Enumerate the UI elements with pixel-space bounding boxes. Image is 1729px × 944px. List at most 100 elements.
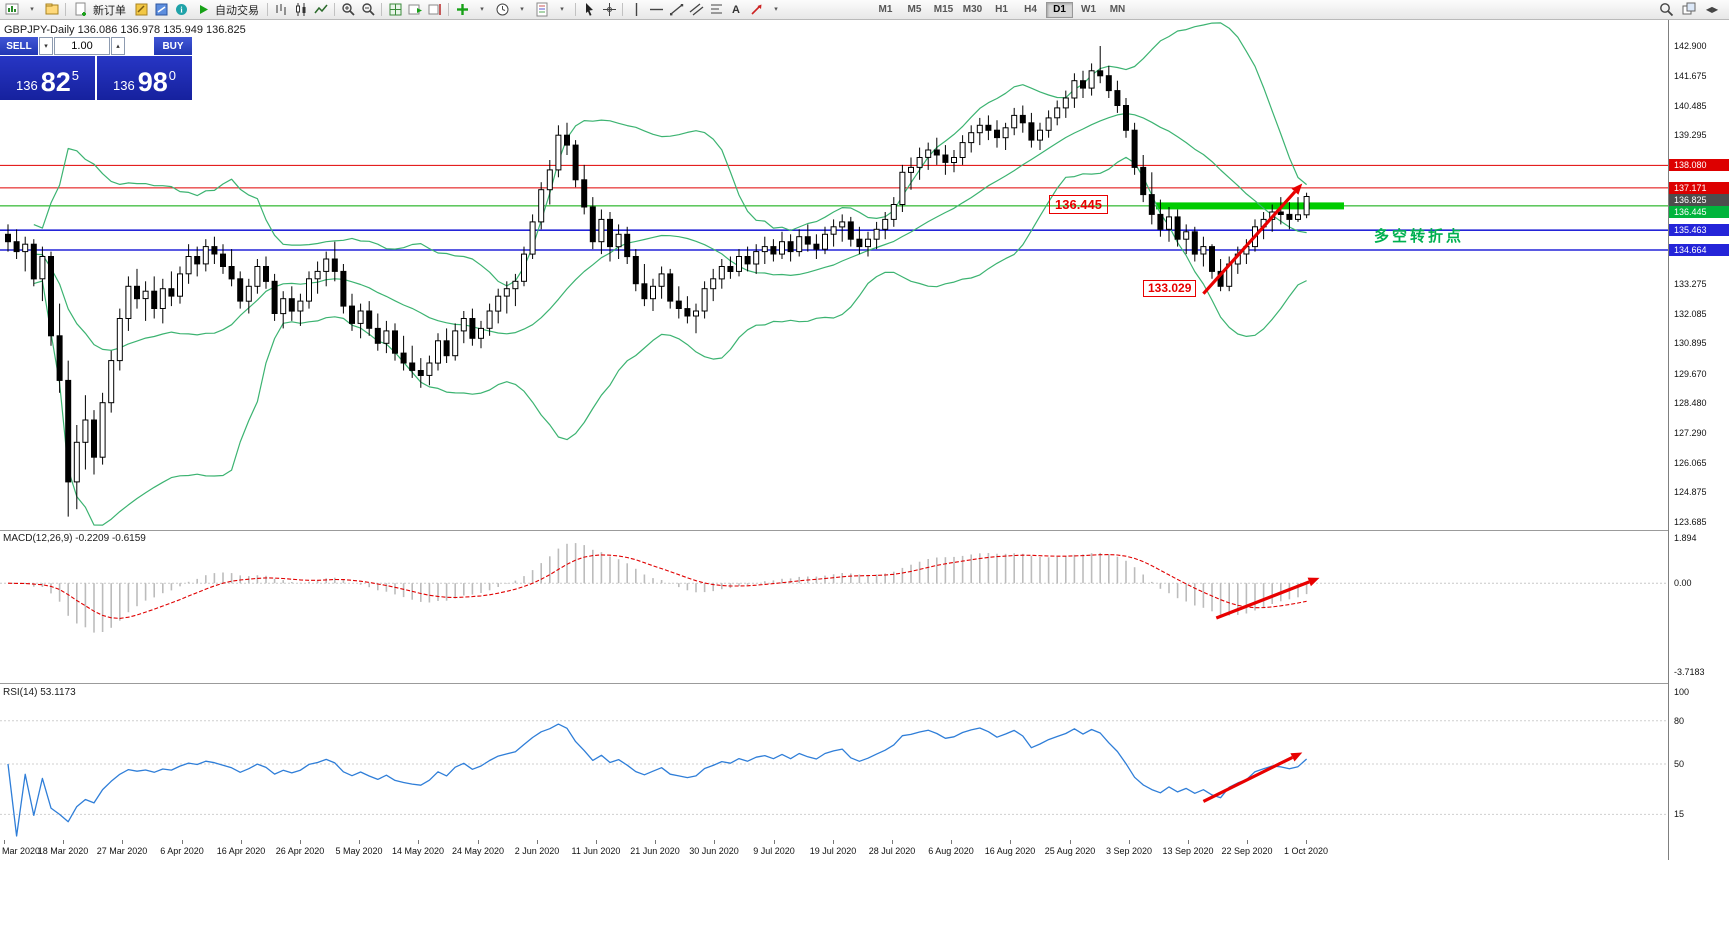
date-tick	[4, 840, 5, 844]
toolbar-separator	[381, 3, 382, 16]
volume-input[interactable]	[54, 37, 110, 55]
buy-button[interactable]: BUY	[154, 37, 192, 55]
metaeditor-icon[interactable]	[131, 1, 151, 19]
market-watch-icon[interactable]	[151, 1, 171, 19]
swing-low-price-label[interactable]: 133.029	[1143, 280, 1197, 297]
bar-chart-icon[interactable]	[271, 1, 291, 19]
toolbar-separator	[448, 3, 449, 16]
panel-separator[interactable]	[0, 530, 1729, 531]
rsi-scale-label: 15	[1674, 809, 1685, 819]
fibonacci-icon[interactable]	[706, 1, 726, 19]
date-label: 3 Sep 2020	[1105, 846, 1153, 856]
auto-trading-button[interactable]: 自动交易	[191, 1, 264, 19]
crosshair-icon[interactable]	[599, 1, 619, 19]
price-chart-panel[interactable]	[0, 20, 1668, 530]
price-tag: 136.445	[1669, 206, 1729, 218]
price-tick-label: 127.290	[1674, 428, 1707, 438]
price-tick-label: 133.275	[1674, 279, 1707, 289]
new-order-button[interactable]: 新订单	[69, 1, 131, 19]
toolbar-separator	[334, 3, 335, 16]
date-tick	[1010, 840, 1011, 844]
date-label: 5 May 2020	[335, 846, 383, 856]
timeframe-m5-button[interactable]: M5	[907, 4, 922, 15]
date-tick	[478, 840, 479, 844]
templates-dropdown-icon[interactable]: ▾	[560, 6, 564, 13]
resistance-price-label[interactable]: 136.445	[1049, 195, 1108, 214]
macd-indicator-panel[interactable]	[0, 530, 1668, 683]
date-tick	[1070, 840, 1071, 844]
sell-price-point: 5	[71, 68, 79, 83]
date-tick	[714, 840, 715, 844]
date-tick	[1306, 840, 1307, 844]
panel-separator[interactable]	[0, 683, 1729, 684]
timeframe-m30-button[interactable]: M30	[962, 4, 983, 15]
price-tick-label: 128.480	[1674, 398, 1707, 408]
price-tick-label: 140.485	[1674, 101, 1707, 111]
sell-price-prefix: 136	[16, 78, 38, 93]
tile-windows-icon[interactable]	[385, 1, 405, 19]
buy-price-point: 0	[168, 68, 176, 83]
vertical-line-icon[interactable]	[626, 1, 646, 19]
date-tick	[182, 840, 183, 844]
toolbar-separator	[575, 3, 576, 16]
date-label: 27 Mar 2020	[96, 846, 148, 856]
date-label: 13 Sep 2020	[1162, 846, 1214, 856]
text-label-icon[interactable]: A	[732, 3, 740, 16]
date-tick	[774, 840, 775, 844]
cascade-windows-icon[interactable]	[1679, 1, 1699, 19]
price-axis[interactable]: 142.900 141.675 140.485 139.295 133.275 132.0…	[1668, 20, 1729, 860]
navigate-charts-icon[interactable]: ◀▶	[1705, 5, 1719, 14]
timeframe-h4-button[interactable]: H4	[1024, 4, 1037, 15]
channel-icon[interactable]	[686, 1, 706, 19]
periods-dropdown-icon[interactable]: ▾	[520, 6, 524, 13]
cursor-icon[interactable]	[579, 1, 599, 19]
help-icon[interactable]: i	[171, 1, 191, 19]
rsi-indicator-panel[interactable]	[0, 683, 1668, 840]
timeframe-m15-button[interactable]: M15	[933, 4, 954, 15]
buy-price-button[interactable]: 136 98 0	[97, 56, 192, 100]
timeframe-d1-button[interactable]: D1	[1046, 1, 1073, 18]
volume-increase-button[interactable]: ▴	[111, 37, 125, 55]
periods-icon[interactable]	[492, 1, 512, 19]
timeframe-m1-button[interactable]: M1	[878, 4, 893, 15]
arrow-object-icon[interactable]	[746, 1, 766, 19]
indicators-icon[interactable]	[452, 1, 472, 19]
price-tick-label: 129.670	[1674, 369, 1707, 379]
date-tick	[596, 840, 597, 844]
auto-scroll-icon[interactable]	[405, 1, 425, 19]
turning-point-text[interactable]: 多空转折点	[1374, 228, 1465, 245]
chart-shift-icon[interactable]	[425, 1, 445, 19]
trendline-icon[interactable]	[666, 1, 686, 19]
indicators-dropdown-icon[interactable]: ▾	[480, 6, 484, 13]
date-tick	[1247, 840, 1248, 844]
date-label: 6 Aug 2020	[928, 846, 974, 856]
volume-decrease-button[interactable]: ▾	[39, 37, 53, 55]
date-tick	[833, 840, 834, 844]
rsi-label: RSI(14) 53.1173	[3, 687, 76, 698]
line-chart-icon[interactable]	[311, 1, 331, 19]
objects-dropdown-icon[interactable]: ▾	[774, 6, 778, 13]
chart-list-dropdown-icon[interactable]: ▾	[30, 6, 34, 13]
timeframe-h1-button[interactable]: H1	[995, 4, 1008, 15]
price-tag: 138.080	[1669, 159, 1729, 171]
sell-price-button[interactable]: 136 82 5	[0, 56, 95, 100]
candlestick-chart-icon[interactable]	[291, 1, 311, 19]
timeframe-w1-button[interactable]: W1	[1081, 4, 1096, 15]
price-tag: 135.463	[1669, 224, 1729, 236]
templates-icon[interactable]	[532, 1, 552, 19]
profiles-icon[interactable]	[42, 1, 62, 19]
toolbar-right-group: ◀▶	[1656, 1, 1727, 19]
zoom-out-icon[interactable]	[358, 1, 378, 19]
price-tag: 136.825	[1669, 194, 1729, 206]
time-axis[interactable]: Mar 2020 18 Mar 2020 27 Mar 2020 6 Apr 2020…	[0, 840, 1729, 862]
new-chart-icon[interactable]	[2, 1, 22, 19]
horizontal-line-icon[interactable]	[646, 1, 666, 19]
date-tick	[1188, 840, 1189, 844]
chart-title: GBPJPY-Daily 136.086 136.978 135.949 136…	[4, 24, 246, 36]
date-tick	[951, 840, 952, 844]
timeframe-mn-button[interactable]: MN	[1109, 4, 1126, 15]
sell-button[interactable]: SELL	[0, 37, 38, 55]
zoom-in-icon[interactable]	[338, 1, 358, 19]
search-icon[interactable]	[1656, 1, 1676, 19]
